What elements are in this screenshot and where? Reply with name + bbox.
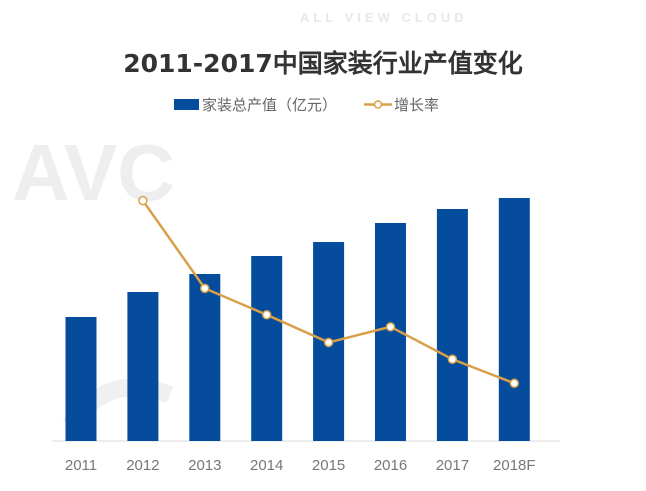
legend-marker-icon [373, 100, 383, 109]
x-tick-label: 2014 [250, 457, 283, 474]
x-tick-label: 2015 [312, 457, 345, 474]
x-tick-label: 2013 [188, 457, 221, 474]
x-tick-label: 2011 [65, 457, 97, 474]
x-tick-label: 2012 [126, 457, 159, 474]
bar-2017 [436, 209, 468, 441]
bar-2011 [65, 317, 97, 441]
growth-point-2018F [509, 378, 520, 389]
legend: 家装总产值（亿元） 增长率 [174, 96, 439, 114]
growth-point-2014 [261, 310, 272, 320]
watermark-subtext: ALL VIEW CLOUD [300, 10, 468, 25]
x-tick-label: 2017 [436, 457, 469, 474]
legend-swatch-bar [174, 99, 199, 110]
x-tick-label: 2016 [374, 457, 407, 474]
chart-title: 2011-2017中国家装行业产值变化 [123, 49, 523, 78]
legend-label-bar: 家装总产值（亿元） [202, 96, 337, 114]
bar-2014 [251, 256, 283, 441]
growth-point-2012 [138, 195, 148, 206]
watermark-text: AVC [12, 128, 175, 217]
x-tick-label: 2018F [493, 457, 536, 474]
bar-2018F [498, 198, 530, 441]
growth-point-2016 [385, 322, 396, 332]
growth-point-2015 [323, 337, 334, 348]
growth-point-2017 [447, 354, 458, 365]
growth-point-2013 [200, 283, 210, 294]
legend-label-line: 增长率 [394, 96, 439, 114]
bar-2013 [189, 274, 221, 441]
bar-2012 [127, 292, 159, 441]
